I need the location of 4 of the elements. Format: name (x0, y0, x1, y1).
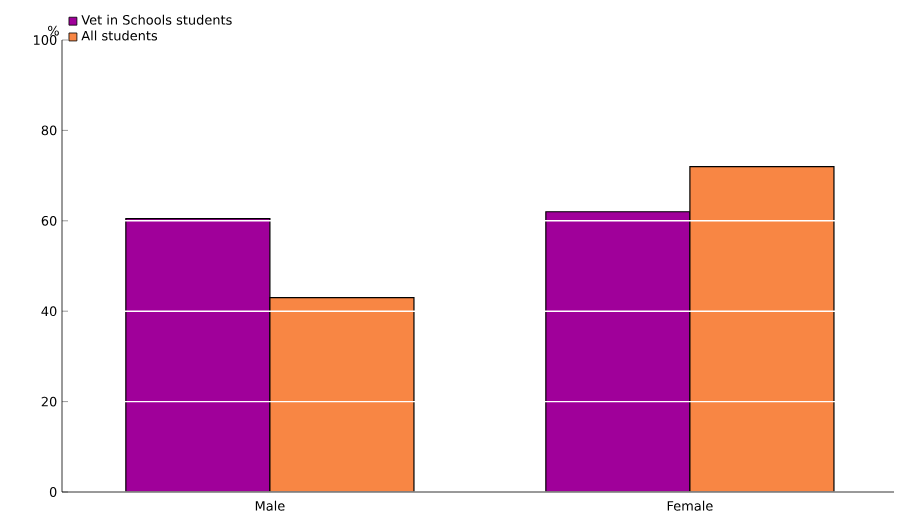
bar (125, 218, 270, 492)
bar (545, 211, 691, 492)
bar (269, 297, 414, 492)
bar (689, 165, 835, 492)
